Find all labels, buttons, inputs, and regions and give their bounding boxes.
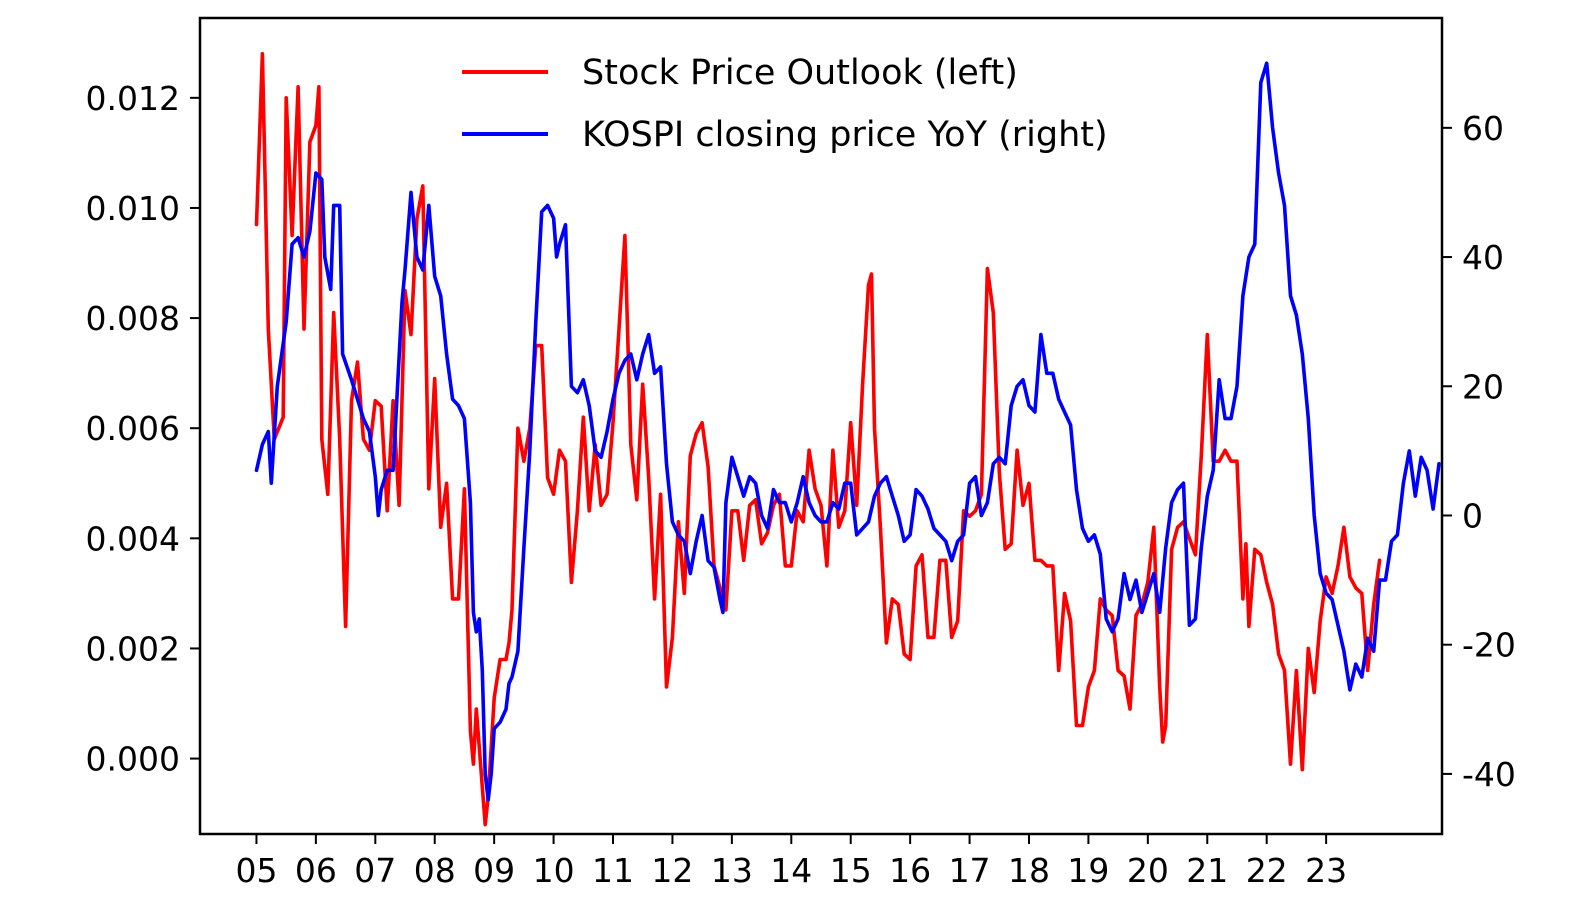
x-tick-label: 23 [1305, 851, 1347, 890]
x-tick-label: 12 [651, 851, 693, 890]
x-tick-label: 13 [711, 851, 753, 890]
x-tick-label: 20 [1127, 851, 1169, 890]
y-left-tick-label: 0.012 [86, 79, 180, 118]
y-right-tick-label: -40 [1462, 755, 1516, 794]
legend-label: KOSPI closing price YoY (right) [582, 115, 1108, 155]
x-tick-label: 22 [1246, 851, 1288, 890]
x-tick-label: 14 [770, 851, 812, 890]
x-tick-label: 18 [1008, 851, 1050, 890]
y-right-tick-label: 20 [1462, 367, 1504, 406]
x-tick-label: 11 [592, 851, 634, 890]
x-tick-label: 21 [1186, 851, 1228, 890]
x-tick-label: 07 [354, 851, 396, 890]
legend: Stock Price Outlook (left) KOSPI closing … [462, 53, 1108, 155]
series-line-kospi-yoy [254, 61, 1441, 802]
y-right-tick-label: 60 [1462, 109, 1504, 148]
y-right-tick-label: 0 [1462, 496, 1483, 535]
y-axis-left: 0.000 0.002 0.004 0.006 0.008 0.010 0.012 [86, 79, 200, 779]
x-tick-label: 05 [235, 851, 277, 890]
y-axis-right: -40 -20 0 20 40 60 [1442, 109, 1516, 794]
x-tick-label: 08 [414, 851, 456, 890]
y-left-tick-label: 0.002 [86, 629, 180, 668]
legend-label: Stock Price Outlook (left) [582, 53, 1018, 93]
x-tick-label: 19 [1067, 851, 1109, 890]
y-right-tick-label: -20 [1462, 626, 1516, 665]
y-left-tick-label: 0.004 [86, 519, 180, 558]
series-layer [254, 51, 1441, 827]
x-tick-label: 06 [295, 851, 337, 890]
x-tick-label: 15 [830, 851, 872, 890]
x-tick-label: 09 [473, 851, 515, 890]
y-left-tick-label: 0.000 [86, 740, 180, 779]
x-tick-label: 16 [889, 851, 931, 890]
plot-frame [198, 16, 1444, 836]
series-line-stock-price-outlook [254, 51, 1382, 827]
x-axis: 05 06 07 08 09 10 11 12 13 14 15 16 17 18 19 20 21 22 23 [235, 834, 1347, 890]
y-right-tick-label: 40 [1462, 238, 1504, 277]
x-tick-label: 17 [949, 851, 991, 890]
y-left-tick-label: 0.006 [86, 409, 180, 448]
x-tick-label: 10 [533, 851, 575, 890]
y-left-tick-label: 0.010 [86, 189, 180, 228]
y-left-tick-label: 0.008 [86, 299, 180, 338]
